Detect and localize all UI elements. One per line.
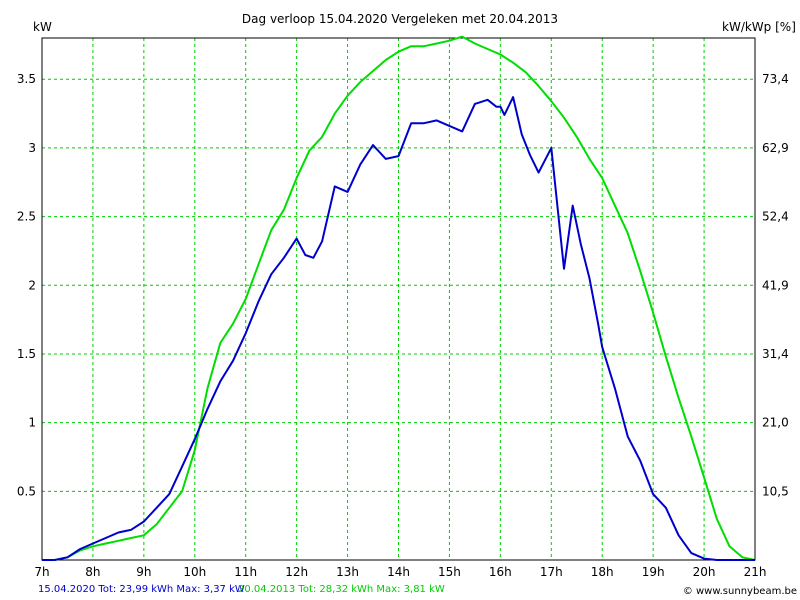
y-right-tick-label: 21,0 [762, 416, 789, 430]
y-axis-right-ticks: 10,5 21,0 31,4 41,9 52,4 62,9 73,4 [762, 72, 789, 498]
x-tick-label: 19h [642, 565, 665, 579]
y-axis-left-ticks: 0.5 1 1.5 2 2.5 3 3.5 [17, 72, 36, 498]
y-axis-right-label: kW/kWp [%] [722, 20, 796, 34]
x-tick-label: 18h [591, 565, 614, 579]
y-right-tick-label: 10,5 [762, 484, 789, 498]
y-axis-left-label: kW [33, 20, 52, 34]
x-tick-label: 16h [489, 565, 512, 579]
chart-title: Dag verloop 15.04.2020 Vergeleken met 20… [242, 12, 558, 26]
series-line [42, 35, 756, 561]
y-right-tick-label: 73,4 [762, 72, 789, 86]
x-tick-label: 11h [234, 565, 257, 579]
y-left-tick-label: 2 [28, 278, 36, 292]
x-tick-label: 9h [136, 565, 151, 579]
y-left-tick-label: 1 [28, 416, 36, 430]
y-right-tick-label: 52,4 [762, 210, 789, 224]
y-left-tick-label: 3 [28, 141, 36, 155]
y-left-tick-label: 1.5 [17, 347, 36, 361]
y-left-tick-label: 3.5 [17, 72, 36, 86]
grid [42, 38, 755, 560]
series-lines [42, 35, 756, 561]
x-tick-label: 20h [693, 565, 716, 579]
x-tick-label: 21h [744, 565, 767, 579]
y-right-tick-label: 41,9 [762, 278, 789, 292]
x-tick-label: 13h [336, 565, 359, 579]
plot-frame [41, 37, 756, 561]
x-tick-label: 14h [387, 565, 410, 579]
series-line [42, 96, 755, 561]
y-right-tick-label: 31,4 [762, 347, 789, 361]
y-right-tick-label: 62,9 [762, 141, 789, 155]
y-left-tick-label: 0.5 [17, 484, 36, 498]
plot-border [41, 37, 756, 561]
x-axis-ticks: 7h 8h 9h 10h 11h 12h 13h 14h 15h 16h 17h 18h 19h 20h 2… [34, 565, 766, 579]
x-tick-label: 7h [34, 565, 49, 579]
x-tick-label: 10h [183, 565, 206, 579]
x-tick-label: 12h [285, 565, 308, 579]
y-left-tick-label: 2.5 [17, 210, 36, 224]
x-tick-label: 17h [540, 565, 563, 579]
x-tick-label: 15h [438, 565, 461, 579]
x-tick-label: 8h [85, 565, 100, 579]
footer-credit: © www.sunnybeam.be [683, 586, 797, 597]
footer-series2-summary: 20.04.2013 Tot: 28,32 kWh Max: 3,81 kW [238, 584, 445, 595]
footer-series1-summary: 15.04.2020 Tot: 23,99 kWh Max: 3,37 kW [38, 584, 245, 595]
